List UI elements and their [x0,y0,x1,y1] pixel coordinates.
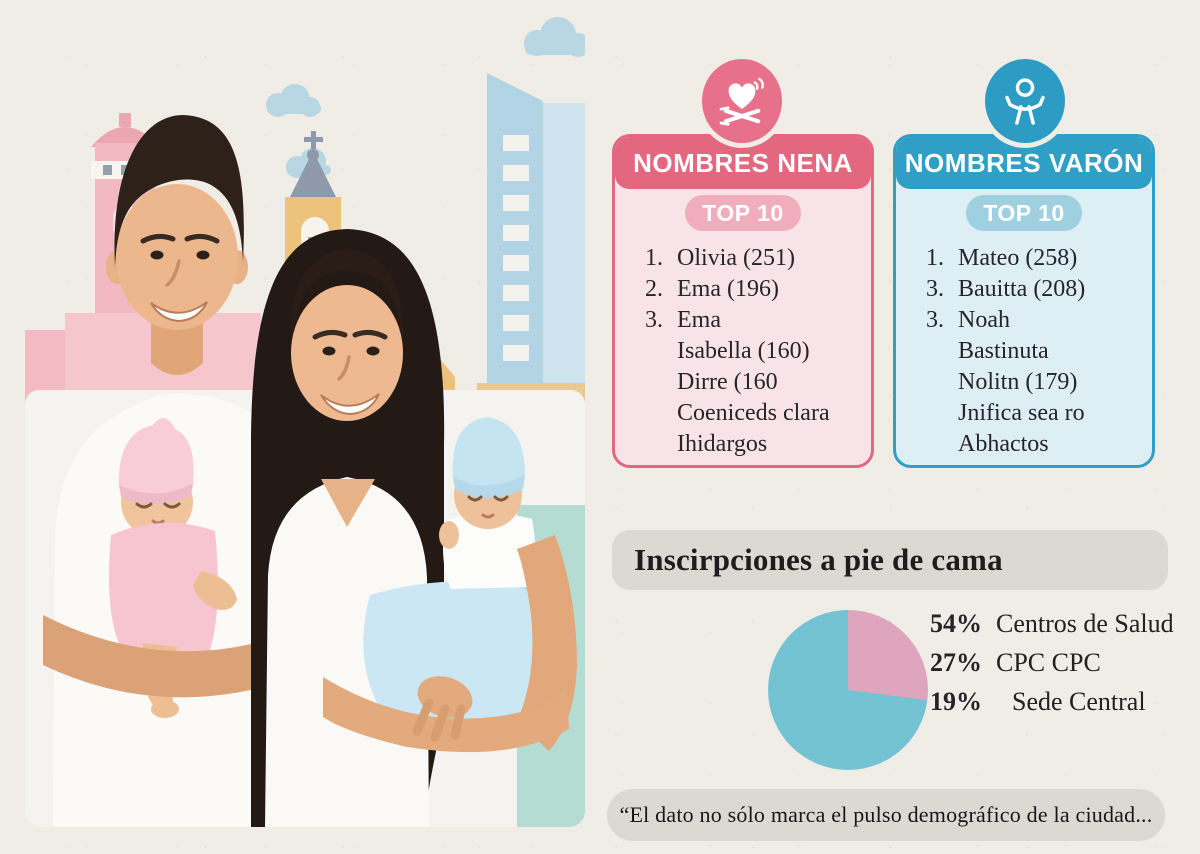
cloud-icon [266,84,321,117]
heart-with-crossed-arrows-glyph [719,77,764,126]
girl-names-card: NOMBRES NENA TOP 10 1. Olivia (251) 2. Ema… [612,134,874,468]
father-forearm [43,615,297,698]
cloud-icon [524,17,585,57]
list-item: Coeniceds clara [677,400,830,426]
legend-percent: 19% [930,687,982,716]
list-item: Dirre (160 [677,369,778,395]
family-photo-illustration [25,15,585,827]
baby-boy-figure [363,417,559,740]
list-item: 1. Olivia (251) [645,245,795,271]
legend-label: Centros de Salud [996,609,1174,638]
city-and-family-scene [25,17,585,827]
boy-names-list: 1. Mateo (258) 3. Bauitta (208) 3. Noah Bas… [926,243,1152,460]
quote-pill: “El dato no sólo marca el pulso demográf… [607,789,1165,841]
list-item: Abhactos [958,431,1049,457]
list-item: Bastinuta [958,338,1049,364]
heart-icon [697,54,787,148]
boy-names-card: NOMBRES VARÓN TOP 10 1. Mateo (258) 3. Bau… [893,134,1155,468]
legend-row: 54% Centros de Salud [930,609,1174,639]
legend-label: CPC CPC [996,648,1101,677]
list-item: 3. Noah [926,307,1010,333]
baby-icon [980,54,1070,148]
boy-card-top10-badge: TOP 10 [966,195,1082,231]
legend-label: Sede Central [1012,687,1146,716]
legend-percent: 54% [930,609,982,638]
mother-forearm-and-hand [323,535,577,753]
list-item: 1. Mateo (258) [926,245,1078,271]
list-item: 3. Bauitta (208) [926,276,1086,302]
pie-legend: 54% Centros de Salud 27% CPC CPC 19% Sede C… [930,609,1174,717]
list-item: Isabella (160) [677,338,810,364]
list-item: Nolitn (179) [958,369,1078,395]
section-title: Inscirpciones a pie de cama [634,542,1003,577]
baby-girl-figure [109,417,237,718]
quote-text: “El dato no sólo marca el pulso demográf… [619,802,1153,827]
list-item: Ihidargos [677,431,768,457]
list-item: 3. Ema [645,307,721,333]
girl-names-list: 1. Olivia (251) 2. Ema (196) 3. Ema Isabell… [645,243,871,460]
girl-card-top10-badge: TOP 10 [685,195,801,231]
pie-chart [768,610,928,770]
section-heading-pill: Inscirpciones a pie de cama [612,530,1168,590]
legend-percent: 27% [930,648,982,677]
list-item: 2. Ema (196) [645,276,779,302]
baby-figure-glyph [1005,78,1045,125]
legend-row: 27% CPC CPC [930,648,1174,678]
list-item: Jnifica sea ro [958,400,1085,426]
legend-row: 19% Sede Central [930,687,1174,717]
